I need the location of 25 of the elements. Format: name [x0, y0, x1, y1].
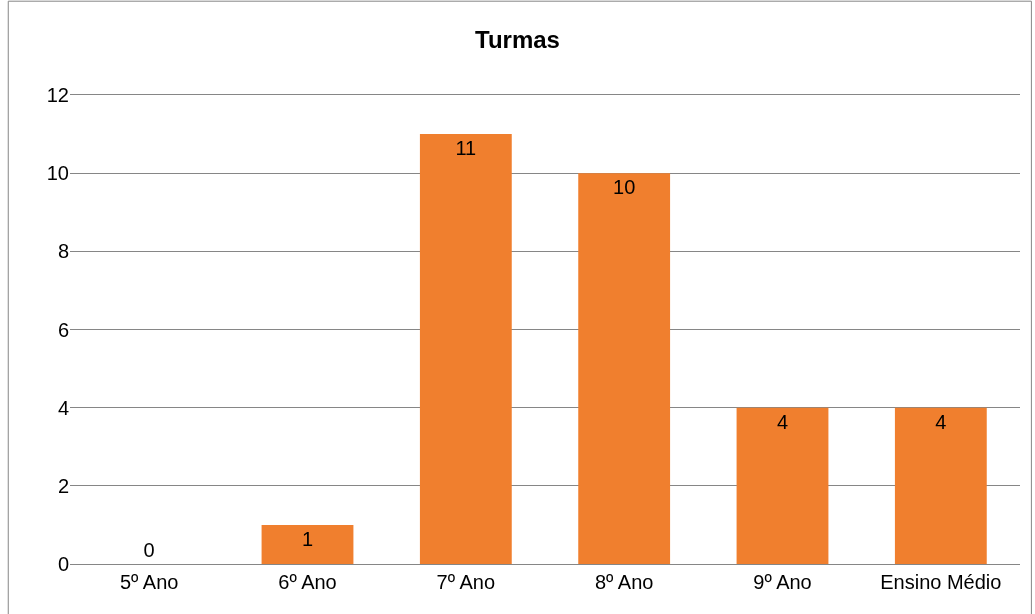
data-label: 11	[455, 137, 477, 160]
bar	[261, 524, 354, 564]
bar	[419, 134, 512, 564]
bar	[736, 407, 829, 564]
y-tick-label: 2	[57, 474, 69, 497]
x-tick-label: 9º Ano	[753, 571, 812, 593]
data-label: 1	[301, 527, 314, 550]
y-tick-label: 6	[57, 318, 69, 341]
bar	[894, 407, 987, 564]
y-tick-label: 10	[46, 162, 69, 185]
data-label: 4	[776, 410, 789, 433]
y-tick-label: 8	[57, 240, 69, 263]
x-tick-label: Ensino Médio	[880, 571, 1002, 593]
bar	[578, 173, 671, 564]
y-tick-label: 0	[57, 553, 69, 575]
y-tick-label: 4	[57, 396, 69, 419]
y-tick-label: 12	[46, 84, 69, 106]
x-tick-label: 5º Ano	[119, 571, 179, 593]
data-label: 0	[143, 539, 155, 561]
data-label: 4	[935, 410, 947, 433]
x-tick-label: 7º Ano	[436, 571, 496, 593]
chart-title: Turmas	[475, 26, 560, 54]
x-tick-label: 8º Ano	[594, 571, 654, 593]
x-tick-label: 6º Ano	[278, 571, 337, 593]
data-label: 10	[613, 176, 636, 199]
